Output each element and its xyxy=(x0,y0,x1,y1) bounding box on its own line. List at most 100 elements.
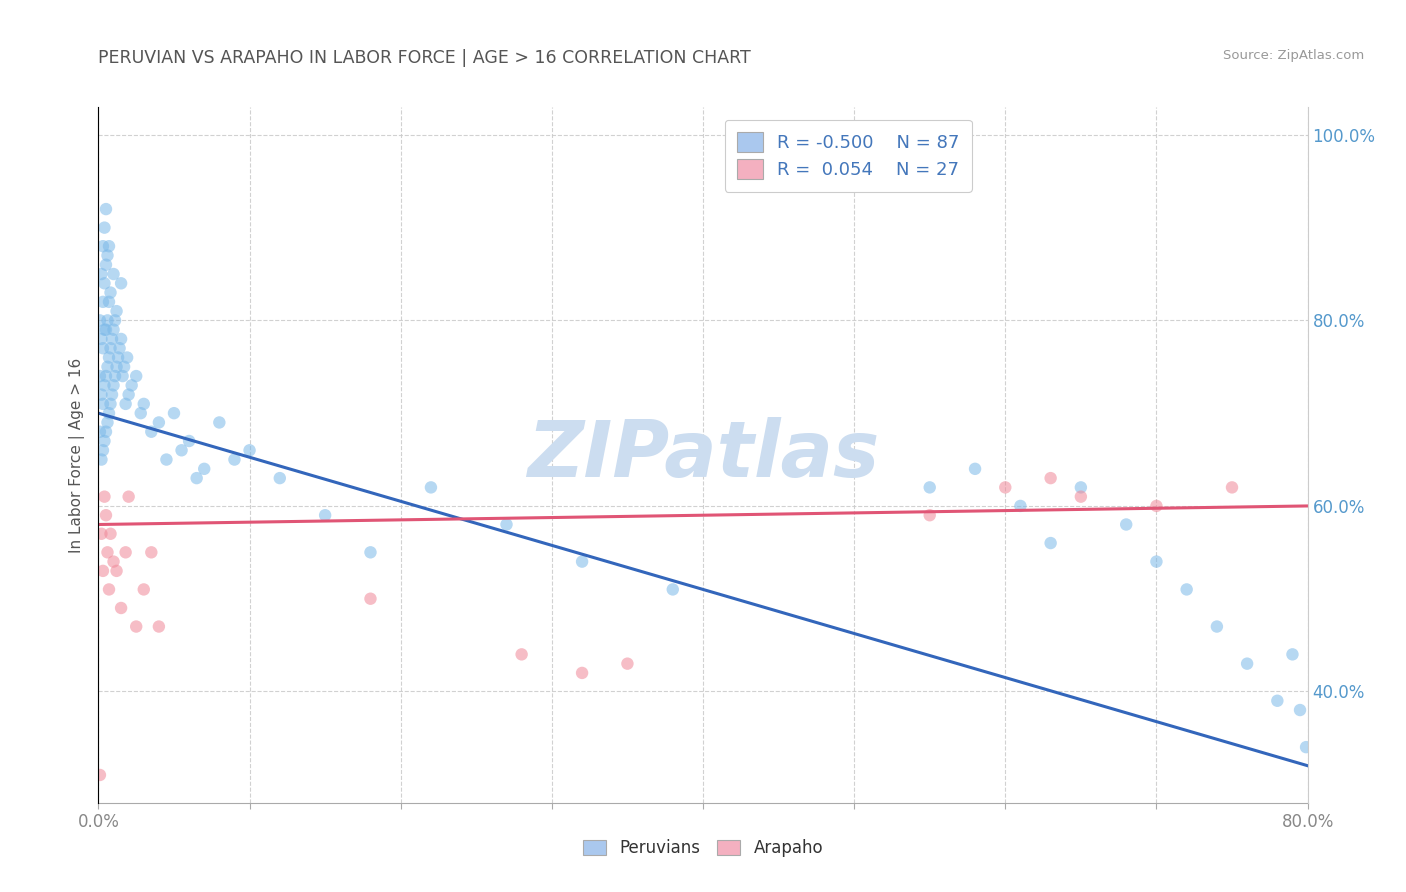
Point xyxy=(105,304,128,318)
Point xyxy=(965,462,987,476)
Point xyxy=(89,425,111,439)
Point xyxy=(125,619,148,633)
Point xyxy=(170,443,193,458)
Point xyxy=(96,248,118,262)
Point xyxy=(1115,517,1137,532)
Point xyxy=(103,323,125,337)
Point xyxy=(94,369,117,384)
Point xyxy=(571,665,593,680)
Point xyxy=(1289,703,1312,717)
Point xyxy=(94,508,117,523)
Point xyxy=(994,480,1017,494)
Point xyxy=(1039,471,1062,485)
Point xyxy=(94,323,117,337)
Point xyxy=(90,526,112,541)
Point xyxy=(155,452,177,467)
Point xyxy=(91,443,114,458)
Point xyxy=(103,378,125,392)
Point xyxy=(148,416,170,430)
Point xyxy=(1220,480,1243,494)
Point xyxy=(91,294,114,309)
Text: ZIPatlas: ZIPatlas xyxy=(527,417,879,493)
Point xyxy=(360,545,382,559)
Point xyxy=(112,359,135,374)
Point xyxy=(110,277,132,291)
Point xyxy=(103,267,125,281)
Point xyxy=(90,332,112,346)
Point xyxy=(98,406,121,420)
Point xyxy=(100,285,122,300)
Point xyxy=(105,359,128,374)
Point xyxy=(104,369,127,384)
Point xyxy=(129,406,152,420)
Point xyxy=(1039,536,1062,550)
Point xyxy=(91,341,114,355)
Point xyxy=(141,545,163,559)
Point xyxy=(100,526,122,541)
Point xyxy=(101,332,124,346)
Point xyxy=(1267,694,1289,708)
Point xyxy=(93,434,115,448)
Point xyxy=(104,313,127,327)
Point xyxy=(100,397,122,411)
Point xyxy=(114,397,136,411)
Point xyxy=(91,239,114,253)
Point xyxy=(90,452,112,467)
Point xyxy=(163,406,186,420)
Point xyxy=(186,471,208,485)
Point xyxy=(314,508,336,523)
Point xyxy=(1010,499,1032,513)
Point xyxy=(1144,499,1167,513)
Point xyxy=(148,619,170,633)
Point xyxy=(101,387,124,401)
Point xyxy=(93,490,115,504)
Point xyxy=(103,555,125,569)
Point xyxy=(96,313,118,327)
Point xyxy=(118,387,141,401)
Point xyxy=(98,239,121,253)
Point xyxy=(132,397,155,411)
Point xyxy=(93,378,115,392)
Point xyxy=(111,369,134,384)
Point xyxy=(98,294,121,309)
Point xyxy=(91,397,114,411)
Point xyxy=(224,452,246,467)
Point xyxy=(89,369,111,384)
Point xyxy=(96,416,118,430)
Point xyxy=(96,545,118,559)
Text: PERUVIAN VS ARAPAHO IN LABOR FORCE | AGE > 16 CORRELATION CHART: PERUVIAN VS ARAPAHO IN LABOR FORCE | AGE… xyxy=(98,49,751,67)
Point xyxy=(118,490,141,504)
Text: Source: ZipAtlas.com: Source: ZipAtlas.com xyxy=(1223,49,1364,62)
Point xyxy=(89,313,111,327)
Point xyxy=(125,369,148,384)
Point xyxy=(1206,619,1229,633)
Point xyxy=(1281,648,1303,662)
Point xyxy=(90,267,112,281)
Point xyxy=(193,462,215,476)
Point xyxy=(93,323,115,337)
Point xyxy=(93,220,115,235)
Point xyxy=(1295,740,1317,755)
Point xyxy=(510,648,533,662)
Point xyxy=(208,416,231,430)
Point xyxy=(105,564,128,578)
Point xyxy=(918,480,941,494)
Point xyxy=(107,351,129,365)
Point xyxy=(94,258,117,272)
Point xyxy=(495,517,517,532)
Point xyxy=(110,332,132,346)
Point xyxy=(90,387,112,401)
Point xyxy=(1175,582,1198,597)
Point xyxy=(114,545,136,559)
Point xyxy=(269,471,291,485)
Y-axis label: In Labor Force | Age > 16: In Labor Force | Age > 16 xyxy=(69,358,86,552)
Point xyxy=(132,582,155,597)
Point xyxy=(94,425,117,439)
Point xyxy=(91,564,114,578)
Point xyxy=(239,443,262,458)
Point xyxy=(141,425,163,439)
Point xyxy=(121,378,143,392)
Point xyxy=(89,768,111,782)
Point xyxy=(98,582,121,597)
Point xyxy=(918,508,941,523)
